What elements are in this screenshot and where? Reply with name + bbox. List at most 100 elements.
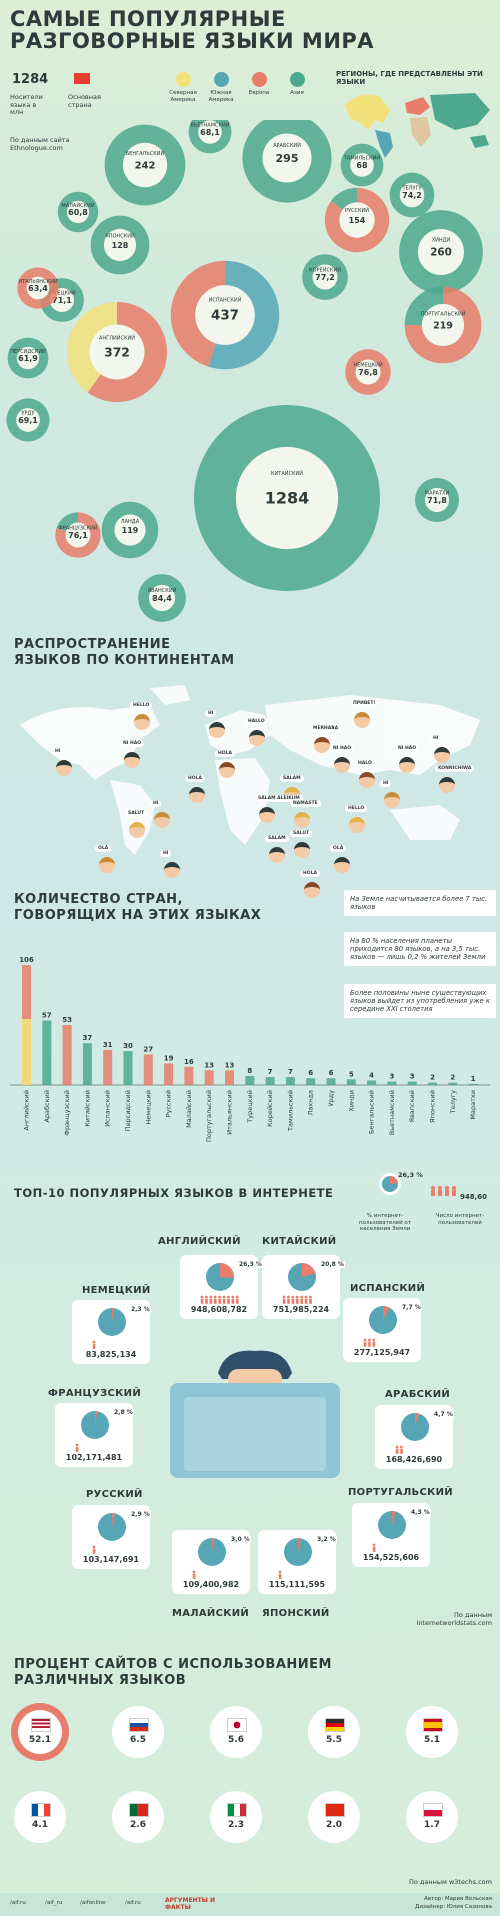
bubble-value: 154 xyxy=(349,216,366,225)
bar-маратхи xyxy=(468,1083,478,1085)
legend-country-label: Основная страна xyxy=(68,93,101,109)
internet-pie xyxy=(98,1513,126,1541)
site-share-value: 2.0 xyxy=(326,1820,342,1830)
bubble-value: 1284 xyxy=(265,489,310,508)
social-aifonline[interactable]: /aifonline xyxy=(80,1900,106,1906)
bubble-inner xyxy=(350,153,374,177)
bar-category-label: Немецкий xyxy=(144,1090,152,1125)
internet-pie xyxy=(98,1308,126,1336)
internet-pie xyxy=(378,1511,406,1539)
footer: /aif.ru /aif_ru /aifonline /aif.ru АРГУМ… xyxy=(0,1893,500,1916)
bubble-inner xyxy=(114,514,146,546)
bubble-inner xyxy=(195,285,255,345)
user-figure-body xyxy=(92,1343,96,1349)
flag-es-icon xyxy=(423,1718,443,1732)
greeting-bubble: SALAM xyxy=(280,775,304,782)
user-figure-head xyxy=(295,1295,299,1299)
site-share-pl xyxy=(410,1795,454,1839)
internet-pct: 4,3 % xyxy=(410,1509,431,1516)
bubble-inner xyxy=(417,228,465,276)
bubble-бенгальский: БЕНГАЛЬСКИЙ 242 xyxy=(104,124,186,206)
user-figure-body xyxy=(400,1448,403,1454)
user-figure-body xyxy=(287,1298,290,1304)
internet-language-name: ПОРТУГАЛЬСКИЙ xyxy=(348,1487,453,1498)
internet-title: ТОП-10 ПОПУЛЯРНЫХ ЯЗЫКОВ В ИНТЕРНЕТЕ xyxy=(14,1186,334,1200)
bar-value: 6 xyxy=(329,1069,334,1077)
bar-category-label: Тамильский xyxy=(286,1090,294,1132)
countries-title-line-2: ГОВОРЯЩИХ НА ЭТИХ ЯЗЫКАХ xyxy=(14,908,262,923)
greeting-bubble: HOLA xyxy=(300,870,320,877)
person-avatar xyxy=(294,812,310,828)
internet-pie xyxy=(284,1538,312,1566)
internet-users-count: 277,125,947 xyxy=(353,1348,411,1357)
continents-title: РАСПРОСТРАНЕНИЕ ЯЗЫКОВ ПО КОНТИНЕНТАМ xyxy=(14,637,235,669)
social-aif-ru-2[interactable]: /aif_ru xyxy=(45,1900,63,1906)
greeting-bubble: NI HAO xyxy=(330,745,355,752)
bar-китайский xyxy=(82,1043,92,1085)
bar-португальский xyxy=(204,1070,214,1085)
greeting-bubble: ПРИВЕТ! xyxy=(350,700,379,707)
bubble-inner xyxy=(103,228,137,262)
bubble-китайский: КИТАЙСКИЙ 1284 xyxy=(194,405,380,591)
bubble-value: 119 xyxy=(122,526,139,535)
bubble-value: 295 xyxy=(276,152,299,165)
sites-source: По данным w3techs.com xyxy=(408,1878,492,1886)
bar-телугу xyxy=(448,1082,458,1085)
bar-value: 2 xyxy=(450,1074,455,1082)
bar-value: 31 xyxy=(103,1041,113,1049)
internet-users-count: 168,426,690 xyxy=(385,1455,443,1464)
internet-language-name: КИТАЙСКИЙ xyxy=(262,1236,337,1247)
region-legend-label: Северная Америка xyxy=(169,90,197,103)
bubble-inner xyxy=(198,120,222,144)
internet-pct: 2,9 % xyxy=(130,1511,151,1518)
bubble-value: 69,1 xyxy=(18,416,38,425)
user-figure-head xyxy=(300,1295,303,1299)
site-share-ru xyxy=(116,1710,160,1754)
greeting-bubble: MERHABA xyxy=(310,725,342,732)
users-icon xyxy=(372,1543,376,1552)
site-share-jp xyxy=(214,1710,258,1754)
greeting-bubble: NI HAO xyxy=(395,745,420,752)
bubble-value: 71,1 xyxy=(52,296,72,305)
internet-pct: 3,0 % xyxy=(230,1536,251,1543)
person-avatar xyxy=(99,857,115,873)
social-aif-ru[interactable]: /aif.ru xyxy=(10,1900,26,1906)
countries-title: КОЛИЧЕСТВО СТРАН, ГОВОРЯЩИХ НА ЭТИХ ЯЗЫК… xyxy=(14,892,261,924)
bubble-value: 68 xyxy=(356,161,368,170)
bar-category-label: Телугу xyxy=(449,1090,457,1114)
user-figure-head xyxy=(192,1570,196,1574)
flag-pt-icon xyxy=(129,1803,149,1817)
region-legend-item: Северная Америка xyxy=(165,72,201,103)
greeting-bubble: HI xyxy=(150,800,162,807)
internet-pie xyxy=(288,1263,316,1291)
pie-slice xyxy=(415,1413,420,1427)
user-figure-head xyxy=(372,1543,376,1547)
internet-language-name: ФРАНЦУЗСКИЙ xyxy=(48,1388,141,1399)
main-title: САМЫЕ ПОПУЛЯРНЫЕ РАЗГОВОРНЫЕ ЯЗЫКИ МИРА xyxy=(10,8,374,52)
bar-французский xyxy=(62,1025,72,1085)
social-aif-ru-3[interactable]: /aif.ru xyxy=(125,1900,141,1906)
site-share-value: 6.5 xyxy=(130,1735,146,1745)
bar-русский xyxy=(164,1063,174,1085)
region-legend: Северная Америка Южная Америка Европа Азия xyxy=(165,72,315,112)
person-avatar xyxy=(259,807,275,823)
bar-category-label: Бенгальский xyxy=(368,1090,376,1134)
bubble-label: МАЛАЙСКИЙ xyxy=(61,202,94,209)
bubble-испанский: ИСПАНСКИЙ 437 xyxy=(170,260,280,370)
greeting-bubble: SALUT xyxy=(125,810,148,817)
bar-value: 5 xyxy=(349,1070,354,1078)
bubble-inner xyxy=(235,446,339,550)
flag-fr-icon xyxy=(31,1803,51,1817)
user-figure-body xyxy=(395,1448,399,1454)
legend-source: По данным сайта Ethnologue.com xyxy=(10,136,70,152)
bar-category-label: Корейский xyxy=(266,1090,274,1127)
bubble-value: 242 xyxy=(135,160,156,171)
bubble-label: АНГЛИЙСКИЙ xyxy=(99,335,135,342)
site-share-pt xyxy=(116,1795,160,1839)
bar-вьетнамский xyxy=(387,1081,397,1085)
user-figure-head xyxy=(92,1340,96,1344)
sites-title: ПРОЦЕНТ САЙТОВ С ИСПОЛЬЗОВАНИЕМ РАЗЛИЧНЫ… xyxy=(14,1657,332,1689)
bar-value: 37 xyxy=(83,1034,93,1042)
